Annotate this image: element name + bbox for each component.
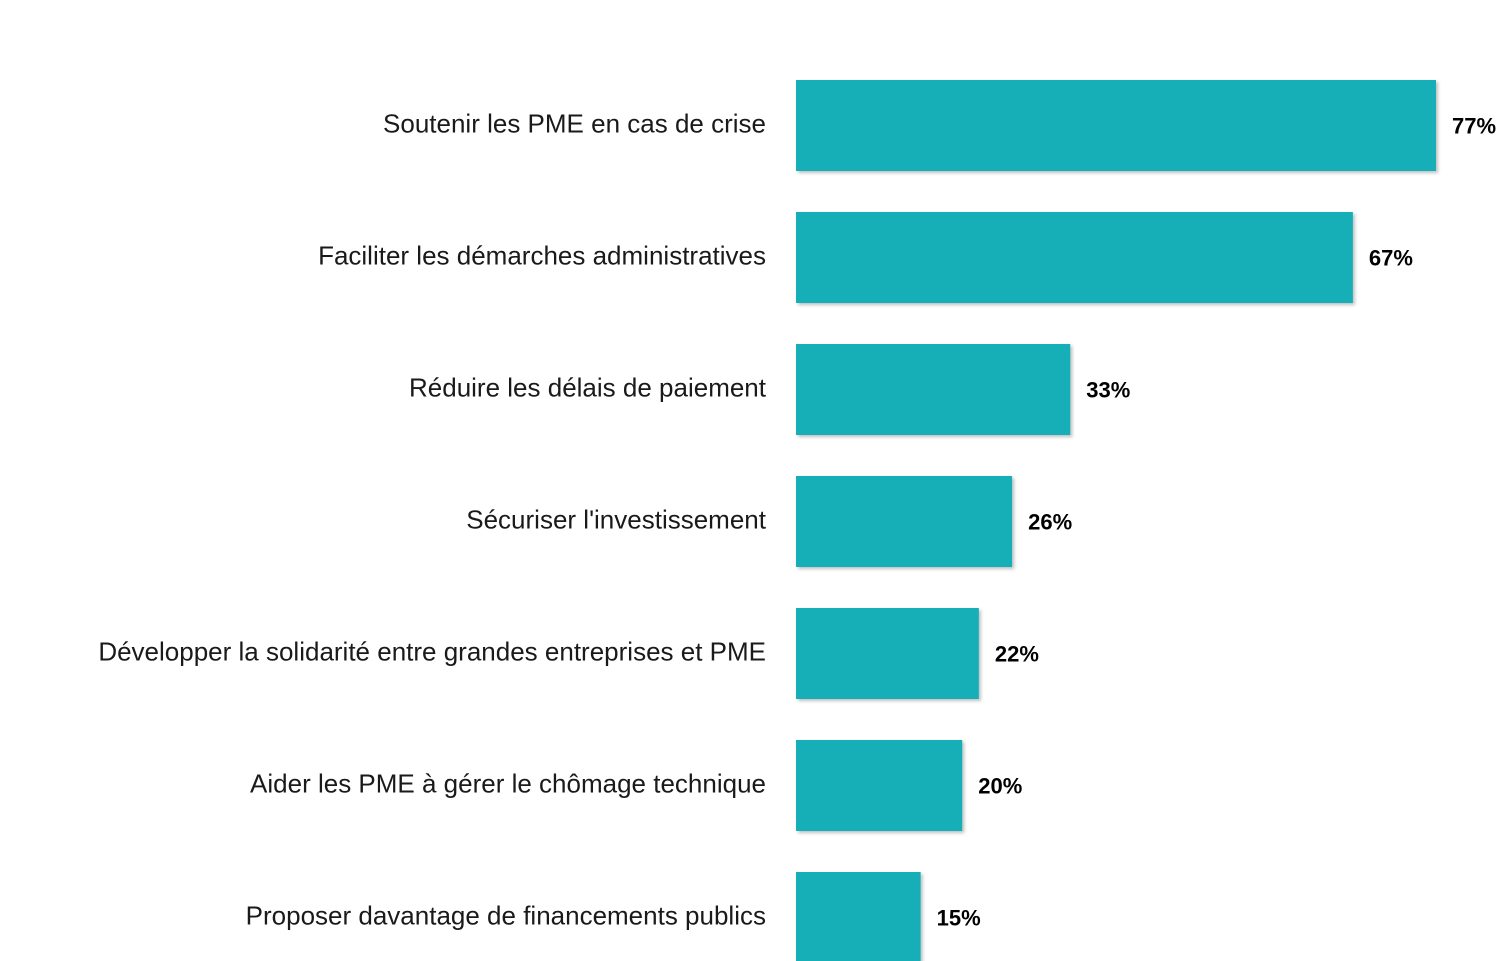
category-label: Faciliter les démarches administratives bbox=[318, 240, 766, 270]
value-label: 22% bbox=[995, 641, 1039, 666]
category-label: Développer la solidarité entre grandes e… bbox=[98, 636, 766, 666]
value-label: 15% bbox=[937, 905, 981, 930]
bar bbox=[796, 344, 1071, 435]
value-label: 20% bbox=[978, 773, 1022, 798]
value-label: 77% bbox=[1452, 113, 1496, 138]
bar bbox=[796, 608, 979, 699]
category-label: Sécuriser l'investissement bbox=[466, 504, 767, 534]
category-label: Proposer davantage de financements publi… bbox=[246, 900, 766, 930]
value-label: 26% bbox=[1028, 509, 1072, 534]
bar bbox=[796, 212, 1353, 303]
bar bbox=[796, 740, 963, 831]
value-label: 67% bbox=[1369, 245, 1413, 270]
value-label: 33% bbox=[1086, 377, 1130, 402]
category-label: Aider les PME à gérer le chômage techniq… bbox=[250, 768, 766, 798]
bar bbox=[796, 476, 1013, 567]
category-label: Réduire les délais de paiement bbox=[409, 372, 767, 402]
category-label: Soutenir les PME en cas de crise bbox=[383, 108, 766, 138]
bar bbox=[796, 872, 921, 961]
bar bbox=[796, 80, 1436, 171]
